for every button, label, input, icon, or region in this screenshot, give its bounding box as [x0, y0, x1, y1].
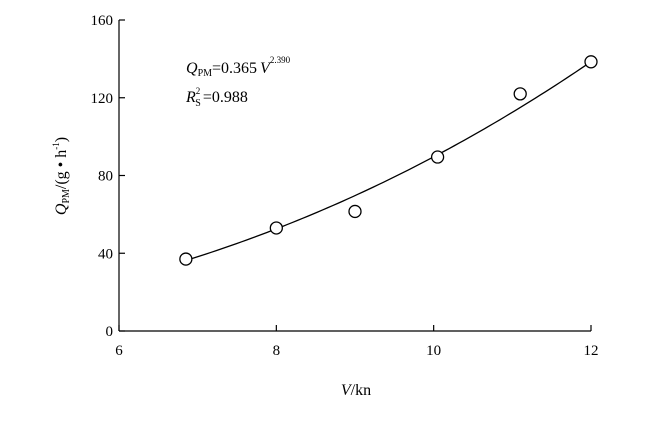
- r2-lhs-sub: S: [195, 98, 201, 109]
- y-tick-label: 40: [98, 246, 113, 262]
- equation-rhs: =0.365: [212, 60, 257, 77]
- fit-curve: [185, 61, 592, 262]
- x-tick-label: 10: [426, 343, 441, 359]
- x-tick-label: 8: [273, 343, 281, 359]
- y-axis-unit-sup: -1: [51, 142, 61, 150]
- x-tick-label: 12: [584, 343, 599, 359]
- data-points: [179, 55, 598, 266]
- data-point: [584, 55, 598, 69]
- y-axis-unit: /(g • h: [53, 150, 70, 189]
- y-axis-unit-end: ): [53, 137, 70, 142]
- r2-lhs: R: [185, 89, 196, 106]
- data-point: [179, 252, 193, 266]
- data-point: [430, 150, 445, 164]
- equation-exponent: 2.390: [270, 55, 291, 65]
- fit-layer: [185, 61, 592, 262]
- y-axis-sub: PM: [61, 189, 72, 204]
- equation-lhs-sub: PM: [198, 68, 213, 79]
- x-axis-title: V/kn: [341, 382, 371, 399]
- data-point: [513, 87, 527, 101]
- x-tick-label: 6: [115, 343, 123, 359]
- x-axis-var: V: [341, 382, 353, 399]
- r2-rhs: =0.988: [203, 89, 248, 106]
- y-axis-title: QPM/(g • h-1): [51, 137, 72, 215]
- equation-annotation: QPM=0.365 V2.390: [186, 55, 291, 79]
- y-axis-var: Q: [53, 203, 70, 215]
- r2-annotation: R2 S =0.988: [185, 86, 248, 109]
- r2-lhs-sup: 2: [196, 86, 201, 96]
- data-point: [348, 204, 362, 219]
- y-tick-label: 0: [106, 324, 114, 340]
- equation-var: V: [260, 60, 272, 77]
- y-tick-label: 120: [91, 91, 114, 107]
- equation-lhs: Q: [186, 60, 198, 77]
- x-axis-unit: /kn: [351, 382, 371, 399]
- y-tick-label: 160: [91, 13, 114, 29]
- data-point: [269, 221, 283, 235]
- y-tick-label: 80: [98, 169, 113, 185]
